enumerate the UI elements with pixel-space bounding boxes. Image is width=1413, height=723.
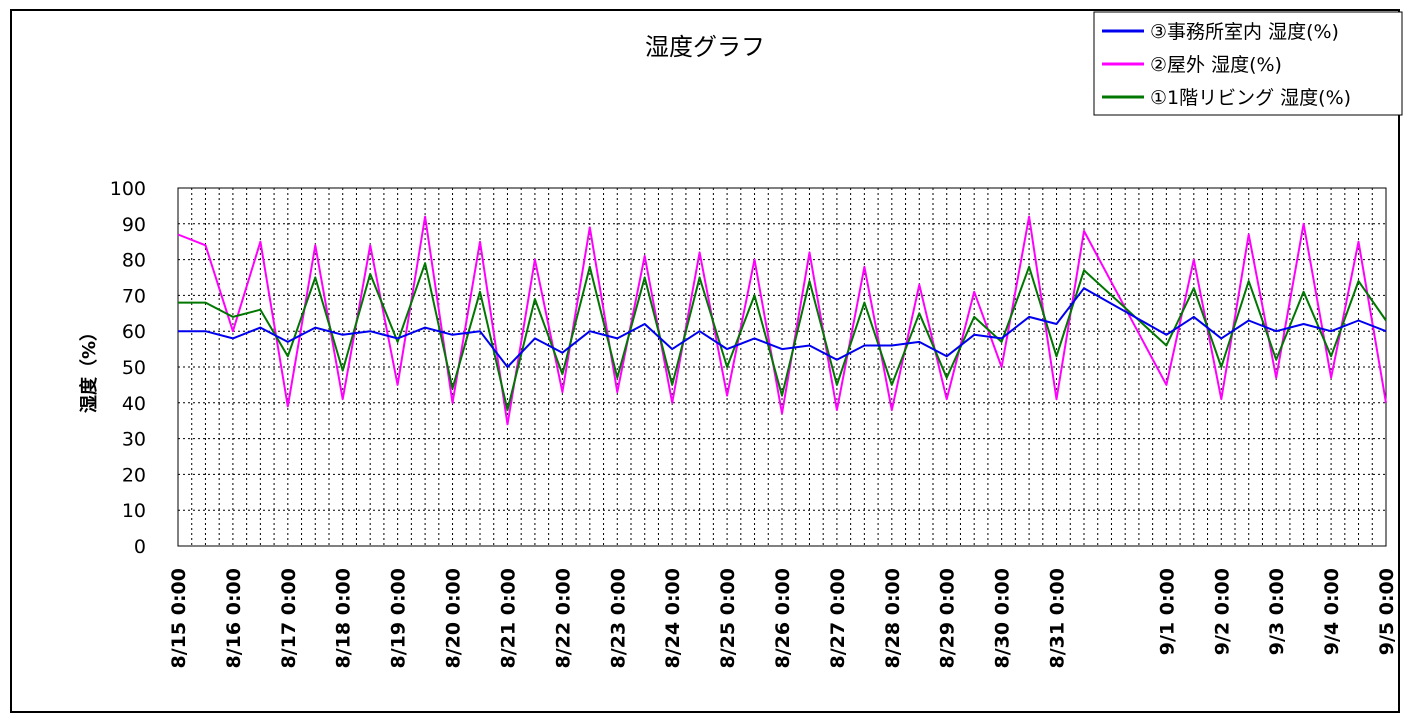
legend-box (1093, 11, 1403, 116)
x-tick-label: 8/18 0:00 (333, 568, 355, 668)
x-tick-label: 9/2 0:00 (1211, 568, 1233, 655)
x-tick-label: 8/24 0:00 (662, 568, 684, 668)
y-tick-label: 10 (122, 500, 146, 522)
x-tick-label: 8/25 0:00 (717, 568, 739, 668)
x-tick-label: 8/30 0:00 (992, 568, 1014, 668)
x-tick-label: 8/29 0:00 (937, 568, 959, 668)
x-tick-label: 9/3 0:00 (1266, 568, 1288, 655)
y-tick-label: 100 (110, 178, 146, 200)
x-tick-label: 8/28 0:00 (882, 568, 904, 668)
series-line (178, 262, 1387, 411)
x-tick-label: 8/27 0:00 (827, 568, 849, 668)
x-tick-label: 8/15 0:00 (168, 568, 190, 668)
series-line (177, 215, 1387, 426)
y-axis-label: 湿度（%） (78, 323, 100, 413)
y-tick-label: 50 (122, 357, 146, 379)
y-tick-label: 60 (122, 321, 146, 343)
x-tick-label: 8/31 0:00 (1047, 568, 1069, 668)
y-tick-label: 90 (122, 214, 146, 236)
x-tick-label: 8/19 0:00 (388, 568, 410, 668)
x-tick-label: 8/22 0:00 (552, 568, 574, 668)
x-tick-label: 8/16 0:00 (223, 568, 245, 668)
x-tick-label: 8/17 0:00 (278, 568, 300, 668)
x-tick-label: 8/23 0:00 (607, 568, 629, 668)
y-tick-label: 20 (122, 464, 146, 486)
legend-label: ③事務所室内 湿度(%) (1150, 21, 1339, 43)
x-tick-label: 9/1 0:00 (1156, 568, 1178, 655)
legend-label: ②屋外 湿度(%) (1150, 54, 1282, 76)
x-tick-label: 9/5 0:00 (1376, 568, 1398, 655)
x-tick-label: 8/21 0:00 (497, 568, 519, 668)
y-tick-label: 30 (122, 429, 146, 451)
x-tick-label: 8/20 0:00 (443, 568, 465, 668)
legend: ③事務所室内 湿度(%) ②屋外 湿度(%) ①1階リビング 湿度(%) (1093, 11, 1403, 116)
x-tick-label: 8/26 0:00 (772, 568, 794, 668)
y-tick-label: 40 (122, 393, 146, 415)
y-tick-label: 0 (134, 536, 146, 558)
x-tick-label: 9/4 0:00 (1321, 568, 1343, 655)
chart-title: 湿度グラフ (645, 33, 765, 61)
plot-area: 0 10 20 30 40 50 60 70 80 90 100 8/15 0:00 8/16 0:00… (110, 178, 1398, 668)
series-line (178, 287, 1387, 368)
y-tick-label: 80 (122, 250, 146, 272)
legend-label: ①1階リビング 湿度(%) (1150, 87, 1351, 109)
y-tick-label: 70 (122, 285, 146, 307)
